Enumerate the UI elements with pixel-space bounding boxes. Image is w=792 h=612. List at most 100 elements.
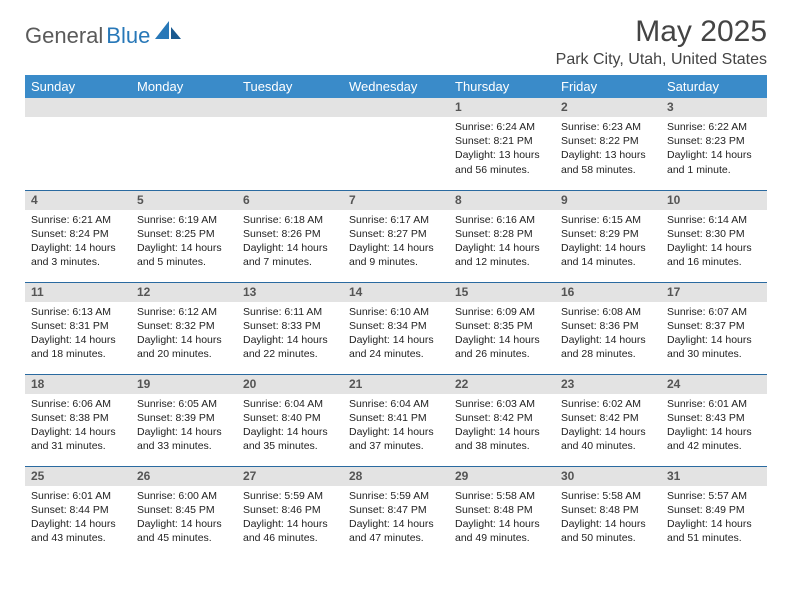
- day-number: 29: [449, 467, 555, 486]
- calendar-day-cell: 27Sunrise: 5:59 AMSunset: 8:46 PMDayligh…: [237, 466, 343, 558]
- day-details: Sunrise: 6:11 AMSunset: 8:33 PMDaylight:…: [237, 302, 343, 365]
- calendar-week-row: 18Sunrise: 6:06 AMSunset: 8:38 PMDayligh…: [25, 374, 767, 466]
- calendar-day-cell: [343, 98, 449, 190]
- day-details: Sunrise: 6:00 AMSunset: 8:45 PMDaylight:…: [131, 486, 237, 549]
- calendar-day-cell: [237, 98, 343, 190]
- calendar-day-cell: 28Sunrise: 5:59 AMSunset: 8:47 PMDayligh…: [343, 466, 449, 558]
- day-details: Sunrise: 6:04 AMSunset: 8:40 PMDaylight:…: [237, 394, 343, 457]
- day-number: 27: [237, 467, 343, 486]
- day-number: 14: [343, 283, 449, 302]
- calendar-day-cell: 17Sunrise: 6:07 AMSunset: 8:37 PMDayligh…: [661, 282, 767, 374]
- logo-text-gray: General: [25, 23, 103, 49]
- day-number: 23: [555, 375, 661, 394]
- calendar-day-cell: 12Sunrise: 6:12 AMSunset: 8:32 PMDayligh…: [131, 282, 237, 374]
- day-number: 31: [661, 467, 767, 486]
- day-details: Sunrise: 5:57 AMSunset: 8:49 PMDaylight:…: [661, 486, 767, 549]
- day-number: 25: [25, 467, 131, 486]
- calendar-day-header: Saturday: [661, 75, 767, 98]
- calendar-day-header: Sunday: [25, 75, 131, 98]
- day-number: 26: [131, 467, 237, 486]
- calendar-day-cell: 8Sunrise: 6:16 AMSunset: 8:28 PMDaylight…: [449, 190, 555, 282]
- day-number: 20: [237, 375, 343, 394]
- calendar-week-row: 11Sunrise: 6:13 AMSunset: 8:31 PMDayligh…: [25, 282, 767, 374]
- day-number: 12: [131, 283, 237, 302]
- day-details: Sunrise: 5:59 AMSunset: 8:46 PMDaylight:…: [237, 486, 343, 549]
- title-block: May 2025 Park City, Utah, United States: [556, 15, 767, 69]
- calendar-day-cell: 23Sunrise: 6:02 AMSunset: 8:42 PMDayligh…: [555, 374, 661, 466]
- day-number: 19: [131, 375, 237, 394]
- day-details: Sunrise: 6:03 AMSunset: 8:42 PMDaylight:…: [449, 394, 555, 457]
- day-details: Sunrise: 6:06 AMSunset: 8:38 PMDaylight:…: [25, 394, 131, 457]
- calendar-day-header: Monday: [131, 75, 237, 98]
- day-number: 1: [449, 98, 555, 117]
- day-number: 4: [25, 191, 131, 210]
- calendar-body: 1Sunrise: 6:24 AMSunset: 8:21 PMDaylight…: [25, 98, 767, 558]
- day-details: Sunrise: 6:01 AMSunset: 8:44 PMDaylight:…: [25, 486, 131, 549]
- day-details: Sunrise: 6:21 AMSunset: 8:24 PMDaylight:…: [25, 210, 131, 273]
- day-details: Sunrise: 6:08 AMSunset: 8:36 PMDaylight:…: [555, 302, 661, 365]
- day-details: Sunrise: 6:17 AMSunset: 8:27 PMDaylight:…: [343, 210, 449, 273]
- calendar-week-row: 25Sunrise: 6:01 AMSunset: 8:44 PMDayligh…: [25, 466, 767, 558]
- calendar-day-cell: 15Sunrise: 6:09 AMSunset: 8:35 PMDayligh…: [449, 282, 555, 374]
- day-details: Sunrise: 6:12 AMSunset: 8:32 PMDaylight:…: [131, 302, 237, 365]
- day-number: 22: [449, 375, 555, 394]
- calendar-day-cell: 16Sunrise: 6:08 AMSunset: 8:36 PMDayligh…: [555, 282, 661, 374]
- calendar-week-row: 4Sunrise: 6:21 AMSunset: 8:24 PMDaylight…: [25, 190, 767, 282]
- day-number: 13: [237, 283, 343, 302]
- calendar-day-cell: 29Sunrise: 5:58 AMSunset: 8:48 PMDayligh…: [449, 466, 555, 558]
- day-details: Sunrise: 6:13 AMSunset: 8:31 PMDaylight:…: [25, 302, 131, 365]
- calendar-day-cell: 14Sunrise: 6:10 AMSunset: 8:34 PMDayligh…: [343, 282, 449, 374]
- day-details: Sunrise: 6:23 AMSunset: 8:22 PMDaylight:…: [555, 117, 661, 180]
- calendar-day-cell: [25, 98, 131, 190]
- calendar-day-cell: 9Sunrise: 6:15 AMSunset: 8:29 PMDaylight…: [555, 190, 661, 282]
- calendar-day-cell: 20Sunrise: 6:04 AMSunset: 8:40 PMDayligh…: [237, 374, 343, 466]
- page-title: May 2025: [556, 15, 767, 49]
- day-details: Sunrise: 5:58 AMSunset: 8:48 PMDaylight:…: [449, 486, 555, 549]
- day-details: Sunrise: 6:19 AMSunset: 8:25 PMDaylight:…: [131, 210, 237, 273]
- page-header: GeneralBlue May 2025 Park City, Utah, Un…: [25, 15, 767, 69]
- day-details: Sunrise: 6:16 AMSunset: 8:28 PMDaylight:…: [449, 210, 555, 273]
- calendar-day-cell: 4Sunrise: 6:21 AMSunset: 8:24 PMDaylight…: [25, 190, 131, 282]
- day-details: Sunrise: 6:18 AMSunset: 8:26 PMDaylight:…: [237, 210, 343, 273]
- day-number: 9: [555, 191, 661, 210]
- day-number: 15: [449, 283, 555, 302]
- calendar-day-header: Wednesday: [343, 75, 449, 98]
- calendar-day-cell: 22Sunrise: 6:03 AMSunset: 8:42 PMDayligh…: [449, 374, 555, 466]
- day-details: Sunrise: 5:59 AMSunset: 8:47 PMDaylight:…: [343, 486, 449, 549]
- day-number: 28: [343, 467, 449, 486]
- day-number: 3: [661, 98, 767, 117]
- day-number: 5: [131, 191, 237, 210]
- day-number: 17: [661, 283, 767, 302]
- day-details: Sunrise: 6:15 AMSunset: 8:29 PMDaylight:…: [555, 210, 661, 273]
- day-number: 21: [343, 375, 449, 394]
- day-number: 30: [555, 467, 661, 486]
- day-number: 10: [661, 191, 767, 210]
- logo: GeneralBlue: [25, 23, 181, 49]
- logo-text-blue: Blue: [106, 23, 150, 49]
- day-number: [25, 98, 131, 117]
- calendar-day-cell: 24Sunrise: 6:01 AMSunset: 8:43 PMDayligh…: [661, 374, 767, 466]
- day-number: 6: [237, 191, 343, 210]
- calendar-day-cell: 26Sunrise: 6:00 AMSunset: 8:45 PMDayligh…: [131, 466, 237, 558]
- calendar-day-cell: 13Sunrise: 6:11 AMSunset: 8:33 PMDayligh…: [237, 282, 343, 374]
- day-details: Sunrise: 6:24 AMSunset: 8:21 PMDaylight:…: [449, 117, 555, 180]
- calendar-day-cell: 7Sunrise: 6:17 AMSunset: 8:27 PMDaylight…: [343, 190, 449, 282]
- day-number: 24: [661, 375, 767, 394]
- day-details: Sunrise: 6:14 AMSunset: 8:30 PMDaylight:…: [661, 210, 767, 273]
- day-details: Sunrise: 5:58 AMSunset: 8:48 PMDaylight:…: [555, 486, 661, 549]
- calendar-day-cell: [131, 98, 237, 190]
- day-number: [343, 98, 449, 117]
- logo-sail-icon: [155, 21, 181, 46]
- day-details: Sunrise: 6:10 AMSunset: 8:34 PMDaylight:…: [343, 302, 449, 365]
- calendar-day-cell: 5Sunrise: 6:19 AMSunset: 8:25 PMDaylight…: [131, 190, 237, 282]
- calendar-day-header: Thursday: [449, 75, 555, 98]
- calendar-day-cell: 25Sunrise: 6:01 AMSunset: 8:44 PMDayligh…: [25, 466, 131, 558]
- day-details: Sunrise: 6:07 AMSunset: 8:37 PMDaylight:…: [661, 302, 767, 365]
- day-number: 2: [555, 98, 661, 117]
- day-number: 8: [449, 191, 555, 210]
- day-details: Sunrise: 6:09 AMSunset: 8:35 PMDaylight:…: [449, 302, 555, 365]
- calendar-day-cell: 11Sunrise: 6:13 AMSunset: 8:31 PMDayligh…: [25, 282, 131, 374]
- day-number: 7: [343, 191, 449, 210]
- day-details: Sunrise: 6:02 AMSunset: 8:42 PMDaylight:…: [555, 394, 661, 457]
- calendar-day-cell: 10Sunrise: 6:14 AMSunset: 8:30 PMDayligh…: [661, 190, 767, 282]
